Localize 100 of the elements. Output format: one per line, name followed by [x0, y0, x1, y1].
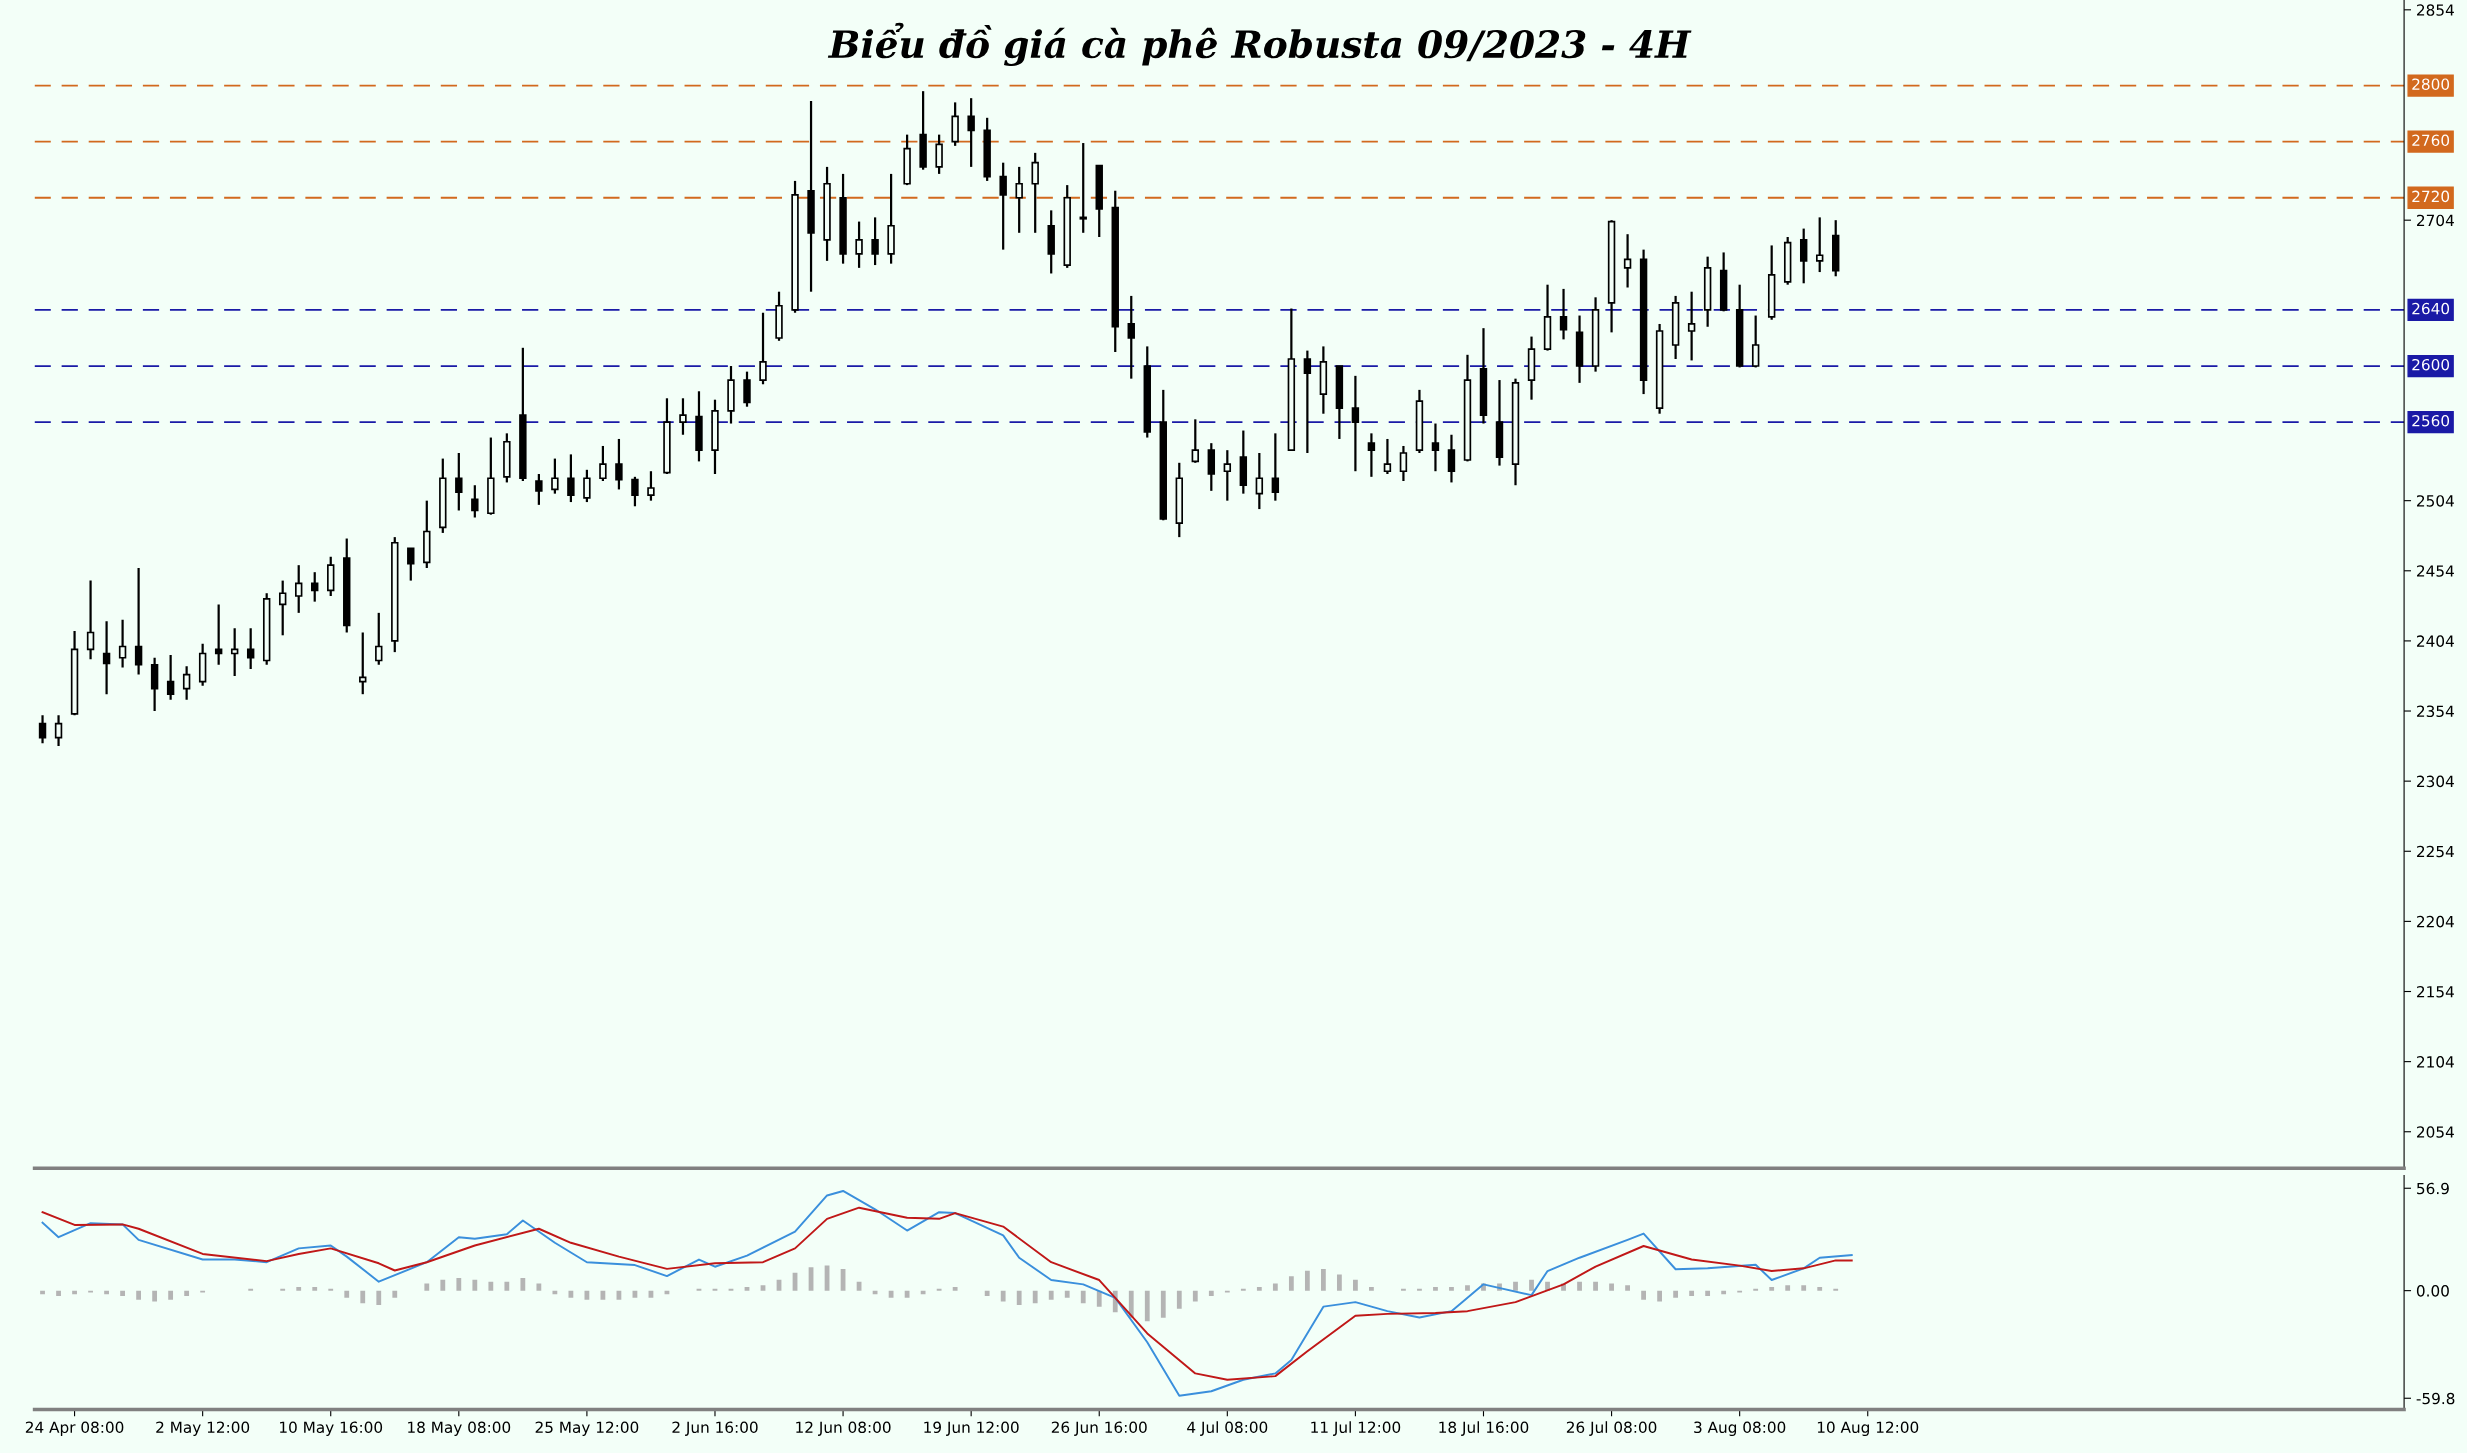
ref-line-label: 2560: [2412, 415, 2450, 427]
candlestick: [743, 370, 751, 408]
candlestick: [1383, 437, 1392, 476]
candlestick: [134, 566, 143, 676]
candlestick: [679, 397, 687, 436]
candlestick: [1559, 287, 1568, 341]
bar: [296, 1287, 302, 1291]
x-tick-label: 3 Aug 08:00: [1694, 1421, 1786, 1436]
candlestick: [967, 97, 975, 168]
bar: [568, 1290, 574, 1298]
candlestick: [1255, 451, 1264, 511]
candlestick: [855, 220, 863, 269]
candlestick: [166, 653, 175, 701]
bar: [1304, 1270, 1310, 1291]
bar: [1256, 1287, 1262, 1291]
candlestick: [375, 611, 383, 666]
y-tick-label: 2454: [2417, 565, 2454, 577]
candlestick: [599, 444, 607, 483]
bar: [344, 1290, 350, 1298]
bar: [1353, 1279, 1358, 1291]
y-tick-label: 2504: [2417, 495, 2454, 507]
bar: [1529, 1279, 1534, 1291]
x-tick-label: 4 Jul 08:00: [1187, 1421, 1268, 1436]
candlestick: [1031, 151, 1039, 234]
bar: [488, 1281, 494, 1291]
candlestick: [647, 470, 655, 502]
bar: [456, 1278, 462, 1291]
bar: [1016, 1290, 1022, 1306]
bar: [424, 1283, 430, 1291]
y-tick-label: 0.00: [2416, 1285, 2449, 1297]
bar: [1689, 1290, 1695, 1297]
candlestick: [407, 547, 415, 582]
bar: [440, 1279, 446, 1291]
bar: [904, 1290, 910, 1298]
y-tick-label: 2304: [2417, 775, 2454, 788]
candlestick: [102, 620, 111, 696]
bar: [1176, 1290, 1182, 1309]
bar: [1369, 1287, 1374, 1291]
candlestick: [1447, 433, 1456, 484]
ref-line-label: 2760: [2412, 134, 2450, 147]
bar: [136, 1290, 142, 1300]
bar: [1513, 1281, 1518, 1291]
bar: [1032, 1290, 1038, 1304]
candlestick: [871, 216, 879, 267]
candlestick: [1687, 290, 1696, 362]
bar: [184, 1290, 190, 1297]
bar: [312, 1287, 318, 1291]
bar: [1160, 1290, 1166, 1318]
ref-line-label: 2600: [2412, 358, 2450, 371]
bar: [1192, 1290, 1198, 1302]
candlestick: [38, 714, 47, 745]
bar: [472, 1279, 478, 1291]
bar: [952, 1287, 958, 1291]
x-tick-label: 10 Aug 12:00: [1817, 1421, 1919, 1436]
x-tick-label: 19 Jun 12:00: [924, 1421, 1019, 1436]
ref-line-label: 2640: [2412, 302, 2450, 315]
bar: [520, 1278, 526, 1291]
candlestick: [535, 472, 543, 506]
line-series: [41, 1189, 1853, 1397]
bar: [152, 1290, 158, 1302]
bar: [1465, 1285, 1470, 1291]
y-tick-label: 56.9: [2417, 1182, 2449, 1195]
bar: [1449, 1287, 1454, 1291]
candlestick: [1191, 418, 1200, 464]
candlestick: [150, 656, 159, 713]
bar: [1096, 1290, 1102, 1307]
bar: [1336, 1274, 1342, 1291]
candlestick: [1351, 374, 1360, 473]
bar: [1657, 1290, 1662, 1302]
candlestick: [567, 453, 575, 504]
x-tick-label: 18 May 08:00: [408, 1421, 511, 1436]
bar: [1577, 1281, 1582, 1291]
bar: [1785, 1285, 1791, 1291]
x-tick-label: 18 Jul 16:00: [1439, 1421, 1529, 1436]
bar: [1272, 1283, 1278, 1291]
x-tick-label: 11 Jul 12:00: [1311, 1421, 1401, 1436]
candlestick: [1431, 422, 1440, 473]
candlestick: [54, 714, 63, 748]
bar: [1769, 1287, 1775, 1291]
y-tick-label: 2854: [2417, 4, 2454, 16]
candlestick: [1303, 349, 1312, 455]
y-tick-label: 2354: [2417, 705, 2454, 718]
y-tick-label: 2054: [2417, 1126, 2454, 1138]
y-tick-label: 2404: [2417, 635, 2454, 647]
x-tick-label: 26 Jun 16:00: [1051, 1421, 1147, 1436]
bar: [1320, 1269, 1326, 1291]
bar: [744, 1287, 750, 1291]
bar: [1064, 1290, 1070, 1298]
bar: [1144, 1290, 1150, 1322]
bar: [120, 1290, 125, 1297]
candlestick: [1207, 442, 1216, 492]
bar: [376, 1290, 382, 1306]
candlestick: [278, 579, 287, 637]
candlestick: [1799, 227, 1808, 285]
bar: [360, 1290, 366, 1304]
bar: [1000, 1290, 1006, 1302]
candlestick: [182, 665, 191, 701]
y-tick-label: 2704: [2417, 214, 2454, 227]
candlestick: [1079, 141, 1087, 234]
candlestick: [1367, 432, 1376, 478]
